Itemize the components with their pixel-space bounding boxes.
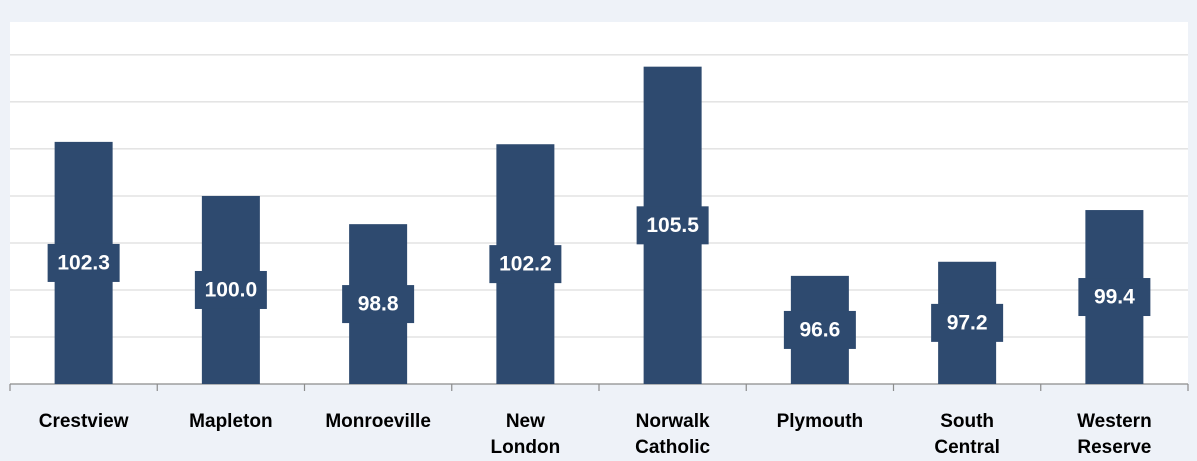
value-label-box <box>1078 278 1151 317</box>
value-label: 102.3 <box>57 251 110 274</box>
plot-area <box>10 22 1188 384</box>
value-label-box <box>194 270 267 309</box>
x-tick-label: Mapleton <box>189 411 272 432</box>
x-tick-label: Monroeville <box>325 411 431 432</box>
value-label: 99.4 <box>1094 286 1135 309</box>
value-label-box <box>636 206 709 245</box>
value-label: 96.6 <box>799 318 840 341</box>
value-label: 98.8 <box>358 293 399 316</box>
value-label-box <box>47 243 120 282</box>
x-tick-label: Plymouth <box>777 411 864 432</box>
x-tick-label: New London <box>491 411 561 458</box>
value-label-box <box>489 245 562 284</box>
value-label: 102.2 <box>499 253 552 276</box>
x-tick-label: Crestview <box>39 411 129 432</box>
x-tick-label: Western Reserve <box>1077 411 1152 458</box>
value-label: 97.2 <box>947 311 988 334</box>
value-label-box <box>783 310 856 349</box>
value-label: 105.5 <box>646 214 699 237</box>
x-tick-label: Norwalk Catholic <box>635 411 710 458</box>
value-label-box <box>931 303 1004 342</box>
value-label-box <box>342 285 415 324</box>
value-label: 100.0 <box>205 279 258 302</box>
x-tick-label: South Central <box>934 411 999 458</box>
